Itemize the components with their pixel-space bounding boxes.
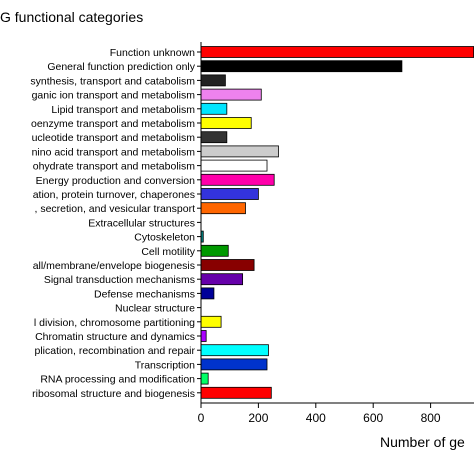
chart-title: G functional categories <box>0 9 144 25</box>
bar <box>200 102 228 115</box>
category-label: all/membrane/envelope biogenesis <box>33 260 195 272</box>
bar <box>200 244 229 257</box>
category-label: Extracellular structures <box>88 217 195 229</box>
bar <box>200 60 403 73</box>
x-tick-label: 800 <box>421 411 441 425</box>
category-label: oenzyme transport and metabolism <box>31 118 195 130</box>
category-label: Chromatin structure and dynamics <box>35 331 195 343</box>
bar <box>200 330 207 342</box>
category-label: Function unknown <box>110 47 195 59</box>
bar <box>200 358 268 371</box>
category-label: General function prediction only <box>47 61 195 73</box>
bar <box>200 372 209 385</box>
category-label: ohydrate transport and metabolism <box>33 161 196 173</box>
category-label: ganic ion transport and metabolism <box>32 90 196 102</box>
bar <box>200 386 272 399</box>
bar <box>200 344 269 357</box>
category-label: ribosomal structure and biogenesis <box>32 388 195 400</box>
category-label: nino acid transport and metabolism <box>32 146 196 158</box>
category-label: , secretion, and vesicular transport <box>35 203 196 215</box>
category-label: Cytoskeleton <box>134 232 195 244</box>
bar <box>200 117 252 129</box>
bar <box>200 315 222 328</box>
bar <box>200 273 244 286</box>
category-label: Signal transduction mechanisms <box>44 274 195 286</box>
bar <box>200 188 259 200</box>
bar <box>200 159 268 172</box>
x-axis-label: Number of ge <box>380 434 465 450</box>
category-label: synthesis, transport and catabolism <box>30 75 195 87</box>
bar <box>200 131 228 144</box>
bar <box>200 287 215 300</box>
bar <box>200 46 474 58</box>
category-label: ucleotide transport and metabolism <box>32 132 196 144</box>
category-label: Cell motility <box>141 246 195 258</box>
x-ticks: 0 200 400 600 800 <box>198 403 441 425</box>
bar <box>200 202 246 215</box>
category-labels: Function unknown General function predict… <box>30 47 195 400</box>
category-label: Nuclear structure <box>115 303 195 315</box>
category-label: Transcription <box>135 359 195 371</box>
bar <box>200 74 226 87</box>
axes <box>197 42 474 404</box>
category-label: ation, protein turnover, chaperones <box>33 189 195 201</box>
x-tick-label: 600 <box>363 411 383 425</box>
x-tick-label: 400 <box>306 411 326 425</box>
bar <box>200 173 275 186</box>
category-label: plication, recombination and repair <box>34 345 195 357</box>
category-label: Defense mechanisms <box>94 288 195 300</box>
category-label: RNA processing and modification <box>40 374 195 386</box>
x-tick-label: 200 <box>248 411 268 425</box>
bar <box>200 88 262 101</box>
category-label: l division, chromosome partitioning <box>34 317 195 329</box>
category-label: Energy production and conversion <box>36 175 196 187</box>
x-tick-label: 0 <box>198 411 205 425</box>
bars <box>200 46 474 399</box>
bar <box>200 145 279 158</box>
category-label: Lipid transport and metabolism <box>51 104 195 116</box>
bar <box>200 259 255 271</box>
